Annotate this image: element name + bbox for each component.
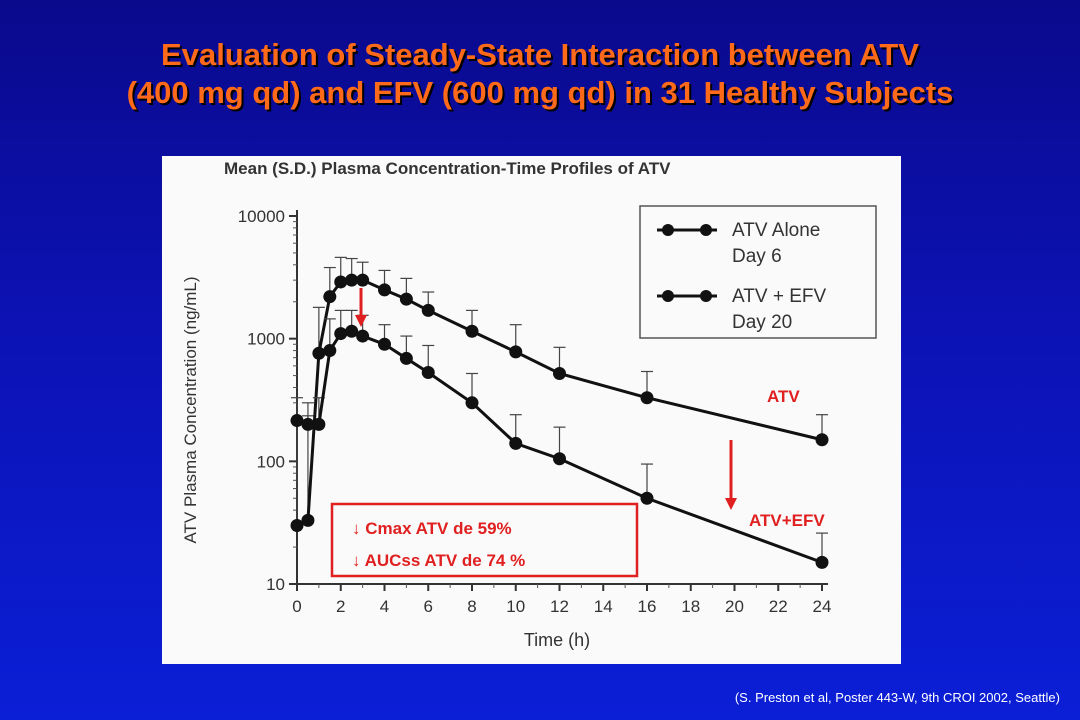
- data-point: [509, 345, 523, 359]
- x-tick-label: 14: [594, 597, 613, 616]
- data-point: [334, 327, 348, 341]
- x-tick-label: 4: [380, 597, 389, 616]
- data-point: [312, 417, 326, 431]
- legend-label: Day 6: [732, 246, 782, 267]
- data-point: [815, 555, 829, 569]
- annotation-box: [330, 502, 639, 578]
- data-point: [323, 290, 337, 304]
- data-point: [421, 365, 435, 379]
- slide-title: Evaluation of Steady-State Interaction b…: [0, 36, 1080, 112]
- legend-marker: [662, 290, 674, 302]
- chart-title: Mean (S.D.) Plasma Concentration-Time Pr…: [224, 159, 671, 178]
- legend-marker: [700, 224, 712, 236]
- x-tick-label: 10: [506, 597, 525, 616]
- data-point: [334, 275, 348, 289]
- legend-box: [639, 205, 877, 339]
- data-point: [345, 324, 359, 338]
- data-point: [465, 324, 479, 338]
- chart-panel: Mean (S.D.) Plasma Concentration-Time Pr…: [162, 156, 901, 664]
- x-axis-label: Time (h): [524, 630, 590, 650]
- y-tick-label: 10: [266, 575, 285, 594]
- data-point: [356, 329, 370, 343]
- data-point: [640, 391, 654, 405]
- title-line-2: (400 mg qd) and EFV (600 mg qd) in 31 He…: [126, 75, 954, 110]
- y-tick-label: 10000: [238, 207, 285, 226]
- legend-label: ATV Alone: [732, 220, 820, 241]
- data-point: [378, 337, 391, 351]
- data-point: [356, 273, 370, 287]
- data-point: [312, 346, 326, 360]
- data-point: [378, 283, 391, 297]
- x-tick-label: 2: [336, 597, 345, 616]
- y-tick-label: 1000: [247, 330, 285, 349]
- label-atv: ATV: [767, 387, 800, 406]
- legend-label: Day 20: [732, 312, 792, 333]
- data-point: [465, 396, 479, 410]
- data-point: [290, 518, 304, 532]
- label-atv-efv: ATV+EFV: [749, 511, 825, 530]
- legend-marker: [662, 224, 674, 236]
- x-tick-label: 8: [467, 597, 476, 616]
- plasma-concentration-chart: Mean (S.D.) Plasma Concentration-Time Pr…: [181, 159, 877, 650]
- y-axis-label: ATV Plasma Concentration (ng/mL): [181, 276, 200, 543]
- x-tick-label: 16: [638, 597, 657, 616]
- data-point: [323, 344, 337, 358]
- annotation-line-2: ↓ AUCss ATV de 74 %: [352, 551, 525, 570]
- data-point: [301, 513, 315, 527]
- x-tick-label: 20: [725, 597, 744, 616]
- data-point: [421, 303, 435, 317]
- data-point: [345, 273, 359, 287]
- legend-label: ATV + EFV: [732, 286, 826, 307]
- data-point: [509, 436, 523, 450]
- x-tick-label: 24: [813, 597, 832, 616]
- x-tick-label: 12: [550, 597, 569, 616]
- x-tick-label: 0: [292, 597, 301, 616]
- data-point: [399, 292, 413, 306]
- data-point: [290, 414, 304, 428]
- annotation-line-1: ↓ Cmax ATV de 59%: [352, 519, 512, 538]
- x-tick-label: 22: [769, 597, 788, 616]
- legend-marker: [700, 290, 712, 302]
- x-tick-label: 18: [681, 597, 700, 616]
- data-point: [640, 491, 654, 505]
- data-point: [553, 452, 566, 466]
- y-tick-label: 100: [257, 452, 285, 471]
- x-tick-label: 6: [424, 597, 433, 616]
- shift-arrow-head: [725, 498, 737, 510]
- cmax-arrow-head: [355, 315, 367, 327]
- citation: (S. Preston et al, Poster 443-W, 9th CRO…: [734, 690, 1060, 705]
- data-point: [399, 351, 413, 365]
- title-line-1: Evaluation of Steady-State Interaction b…: [161, 37, 919, 72]
- data-point: [553, 367, 566, 381]
- data-point: [815, 433, 829, 447]
- data-point: [301, 417, 315, 431]
